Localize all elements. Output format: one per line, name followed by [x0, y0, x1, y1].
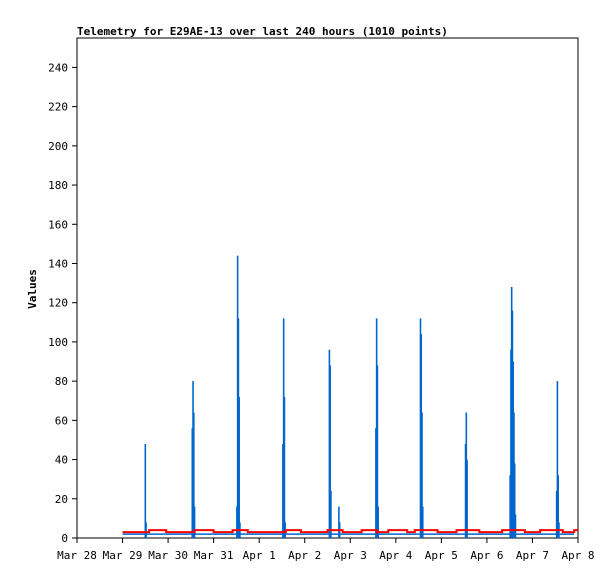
- y-axis-title: Values: [26, 269, 39, 309]
- y-tick-label: 120: [48, 297, 68, 310]
- y-tick-label: 40: [55, 454, 68, 467]
- y-tick-label: 100: [48, 336, 68, 349]
- y-tick-label: 160: [48, 218, 68, 231]
- x-tick-label: Mar 31: [194, 549, 234, 562]
- y-tick-label: 20: [55, 493, 68, 506]
- y-tick-label: 220: [48, 101, 68, 114]
- y-axis: 0 20 40 60 80 100 120 140 160 180 200 220 240: [48, 61, 77, 545]
- series-blue: [122, 255, 574, 538]
- series-red-line: [122, 529, 578, 534]
- x-tick-label: Apr 6: [470, 549, 503, 562]
- y-tick-label: 180: [48, 179, 68, 192]
- series-layer: [122, 255, 578, 538]
- x-axis: Mar 28 Mar 29 Mar 30 Mar 31 Apr 1 Apr 2 Apr 3 A…: [57, 538, 595, 562]
- x-tick-label: Apr 1: [243, 549, 276, 562]
- y-tick-label: 140: [48, 257, 68, 270]
- x-tick-label: Mar 30: [148, 549, 188, 562]
- y-tick-label: 240: [48, 61, 68, 74]
- x-tick-label: Mar 29: [103, 549, 143, 562]
- x-tick-label: Mar 28: [57, 549, 97, 562]
- plot-area: [76, 37, 579, 539]
- x-tick-label: Apr 8: [561, 549, 594, 562]
- y-tick-label: 80: [55, 375, 68, 388]
- x-tick-label: Apr 7: [516, 549, 549, 562]
- y-tick-label: 60: [55, 414, 68, 427]
- x-tick-label: Apr 3: [334, 549, 367, 562]
- x-tick-label: Apr 4: [379, 549, 412, 562]
- y-tick-label: 0: [61, 532, 68, 545]
- chart-title: Telemetry for E29AE-13 over last 240 hou…: [77, 25, 448, 38]
- x-tick-label: Apr 2: [288, 549, 321, 562]
- x-tick-label: Apr 5: [425, 549, 458, 562]
- y-tick-label: 200: [48, 140, 68, 153]
